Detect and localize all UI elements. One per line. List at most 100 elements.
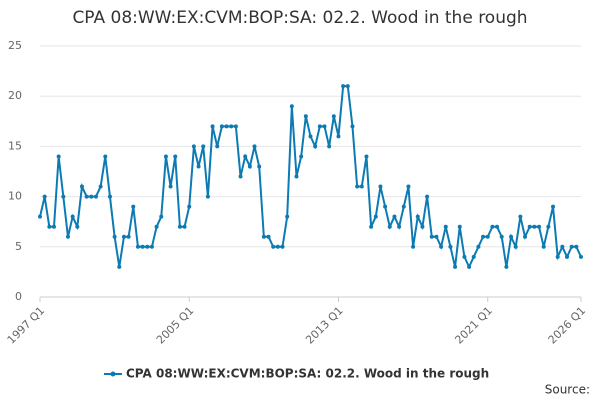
point (569, 244, 574, 249)
point (546, 224, 551, 229)
point (187, 204, 192, 209)
point (84, 194, 89, 199)
point (38, 214, 42, 219)
point (210, 124, 215, 129)
point (131, 204, 136, 209)
point (364, 154, 369, 159)
point (112, 234, 117, 239)
point (70, 214, 75, 219)
point (555, 254, 560, 259)
point (201, 144, 206, 149)
point (481, 234, 486, 239)
point (434, 234, 439, 239)
point (98, 184, 103, 189)
point (331, 114, 336, 119)
source: Source: (545, 383, 590, 397)
point (159, 214, 164, 219)
point (215, 144, 220, 149)
point (154, 224, 159, 229)
point (42, 194, 47, 199)
point (341, 84, 346, 89)
point (126, 234, 131, 239)
point (411, 244, 416, 249)
point (490, 224, 495, 229)
point (65, 234, 70, 239)
point (327, 144, 332, 149)
point (523, 234, 528, 239)
point (233, 124, 238, 129)
point (191, 144, 196, 149)
point (439, 244, 444, 249)
point (383, 204, 388, 209)
point (462, 254, 467, 259)
point (56, 154, 61, 159)
point (551, 204, 556, 209)
point (121, 234, 126, 239)
point (135, 244, 140, 249)
point (499, 234, 504, 239)
point (173, 154, 178, 159)
point (448, 244, 453, 249)
point (196, 164, 201, 169)
point (103, 154, 108, 159)
point (252, 144, 257, 149)
point (299, 154, 304, 159)
point (350, 124, 355, 129)
point (205, 194, 210, 199)
point (93, 194, 98, 199)
point (140, 244, 145, 249)
point (280, 244, 285, 249)
point (415, 214, 420, 219)
point (579, 254, 583, 259)
point (303, 114, 308, 119)
y-tick-label: 20 (8, 89, 22, 102)
point (266, 234, 271, 239)
point (537, 224, 542, 229)
point (275, 244, 280, 249)
point (378, 184, 383, 189)
point (387, 224, 392, 229)
x-tick-label: 2026 Q1 (546, 304, 589, 347)
point (392, 214, 397, 219)
point (289, 104, 294, 109)
y-tick-label: 10 (8, 190, 22, 203)
point (369, 224, 374, 229)
point (75, 224, 80, 229)
y-tick-label: 25 (8, 39, 22, 52)
series-line (39, 85, 582, 270)
point (79, 184, 84, 189)
y-tick-label: 0 (15, 290, 22, 303)
point (322, 124, 327, 129)
point (61, 194, 66, 199)
x-tick-label: 2013 Q1 (303, 304, 346, 347)
point (467, 264, 472, 269)
point (541, 244, 546, 249)
point (117, 264, 122, 269)
x-tick-label: 1997 Q1 (5, 304, 48, 347)
x-tick-label: 2005 Q1 (154, 304, 197, 347)
point (51, 224, 56, 229)
point (429, 234, 434, 239)
point (149, 244, 154, 249)
point (513, 244, 518, 249)
legend-marker (110, 371, 116, 377)
point (317, 124, 322, 129)
x-tick-label: 2021 Q1 (452, 304, 495, 347)
point (345, 84, 350, 89)
point (238, 174, 243, 179)
point (261, 234, 266, 239)
point (485, 234, 490, 239)
point (229, 124, 234, 129)
point (89, 194, 94, 199)
point (163, 154, 168, 159)
point (355, 184, 360, 189)
point (271, 244, 276, 249)
point (476, 244, 481, 249)
y-tick-label: 5 (15, 240, 22, 253)
point (294, 174, 299, 179)
point (182, 224, 187, 229)
point (471, 254, 476, 259)
point (574, 244, 579, 249)
